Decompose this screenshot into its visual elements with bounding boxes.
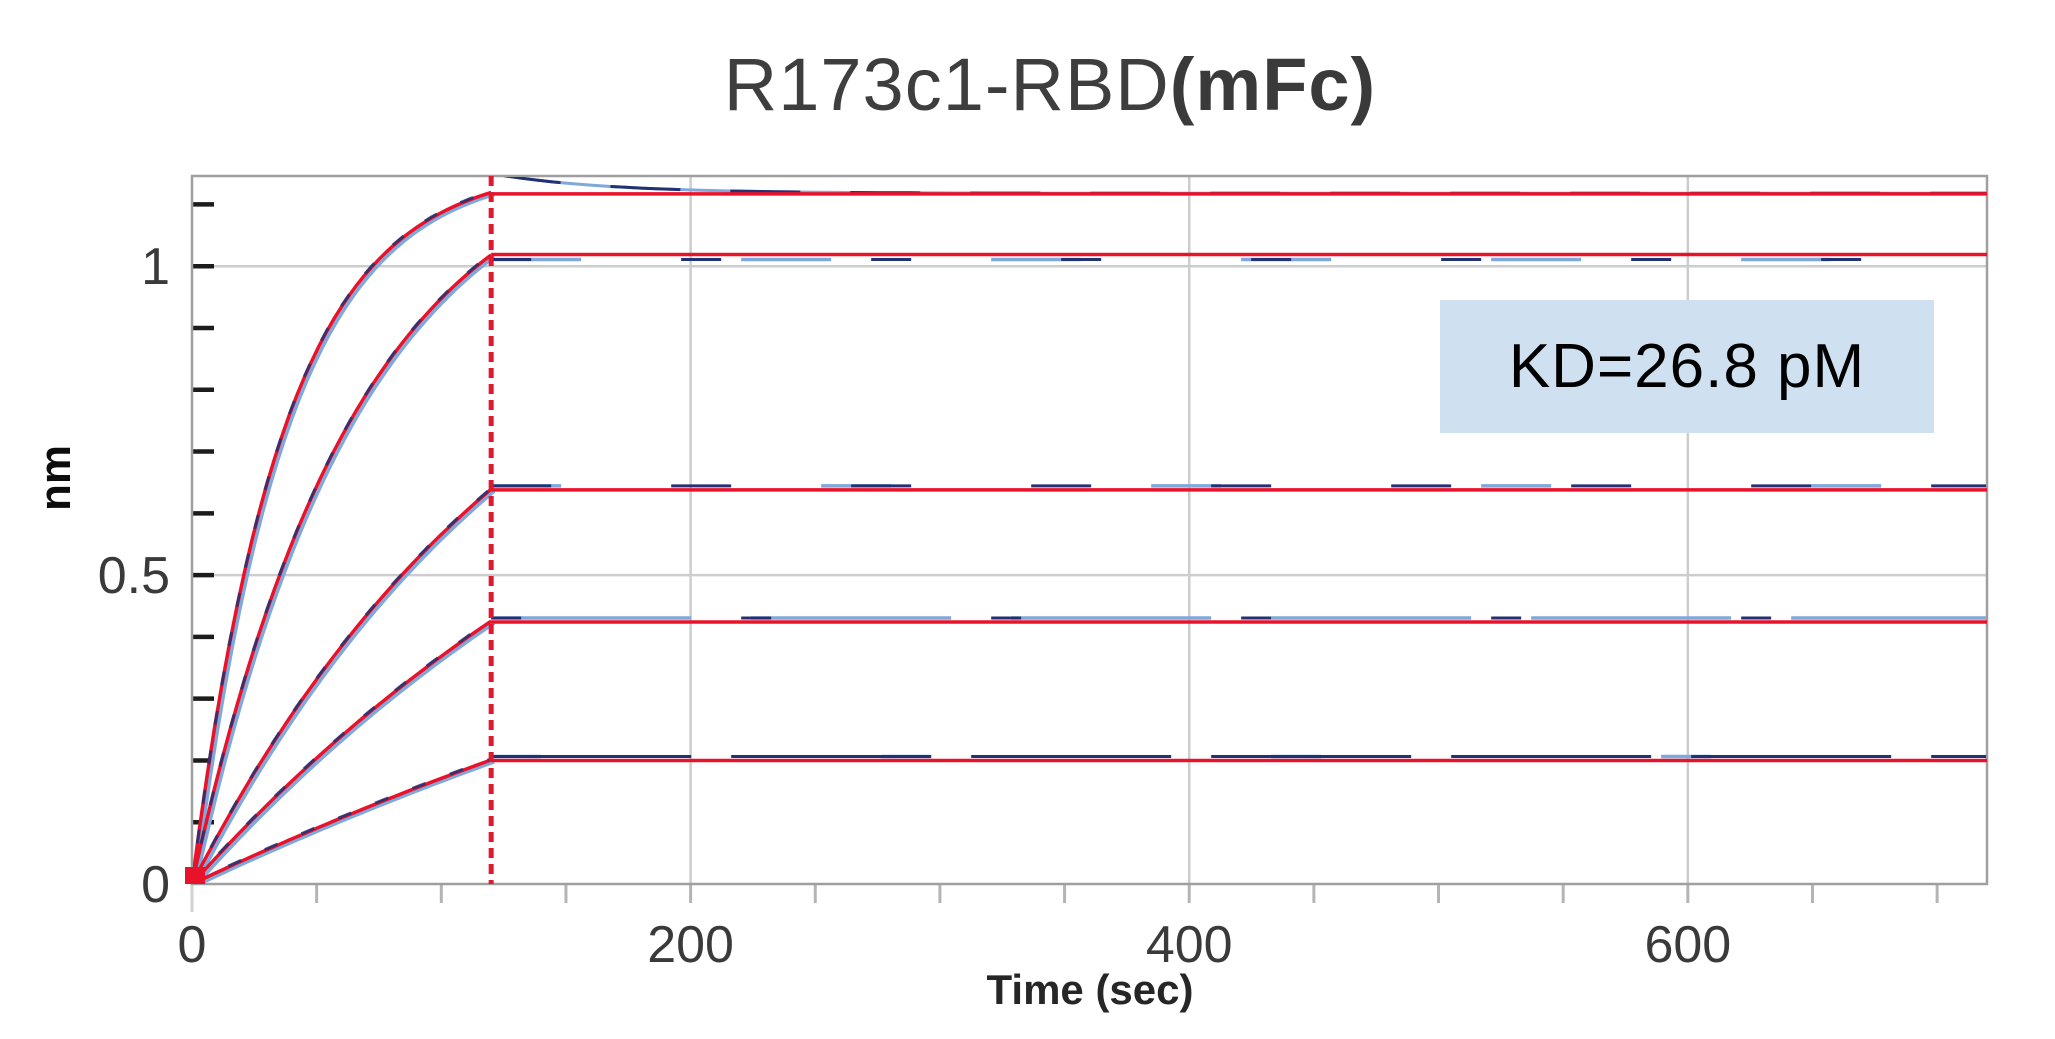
x-axis-title: Time (sec) — [986, 966, 1194, 1013]
assoc-fit-line — [193, 190, 492, 883]
assoc-data-line — [194, 489, 496, 883]
plot-border — [190, 174, 1989, 886]
assoc-fit-line — [193, 487, 493, 883]
assoc-data-line — [195, 621, 496, 883]
chart-title-suffix: (mFc) — [1169, 43, 1377, 126]
chart-title-main: R173c1-RBD — [723, 43, 1170, 126]
assoc-speckle-line — [193, 487, 493, 883]
assoc-data-line — [193, 192, 495, 883]
assoc-speckle-line — [193, 252, 493, 883]
x-tick-label: 400 — [1146, 916, 1233, 974]
y-tick-label: 0.5 — [98, 547, 170, 605]
y-tick-label: 0 — [141, 856, 170, 914]
assoc-speckle-line — [193, 618, 493, 883]
assoc-data-line — [193, 255, 496, 883]
assoc-fit-line — [193, 253, 493, 883]
assoc-fit-line — [193, 619, 493, 883]
kd-annotation-text: KD=26.8 pM — [1508, 332, 1866, 401]
origin-marker — [185, 867, 205, 884]
assoc-speckle-line — [193, 757, 492, 883]
assoc-speckle-line — [193, 189, 492, 883]
kd-annotation-box: KD=26.8 pM — [1440, 300, 1934, 433]
x-tick-label: 200 — [647, 916, 734, 974]
y-tick-label: 1 — [141, 238, 170, 296]
x-tick-label: 0 — [178, 916, 207, 974]
x-tick-label: 600 — [1644, 916, 1731, 974]
chart-title: R173c1-RBD(mFc) — [0, 42, 2055, 127]
assoc-data-line — [197, 760, 495, 883]
